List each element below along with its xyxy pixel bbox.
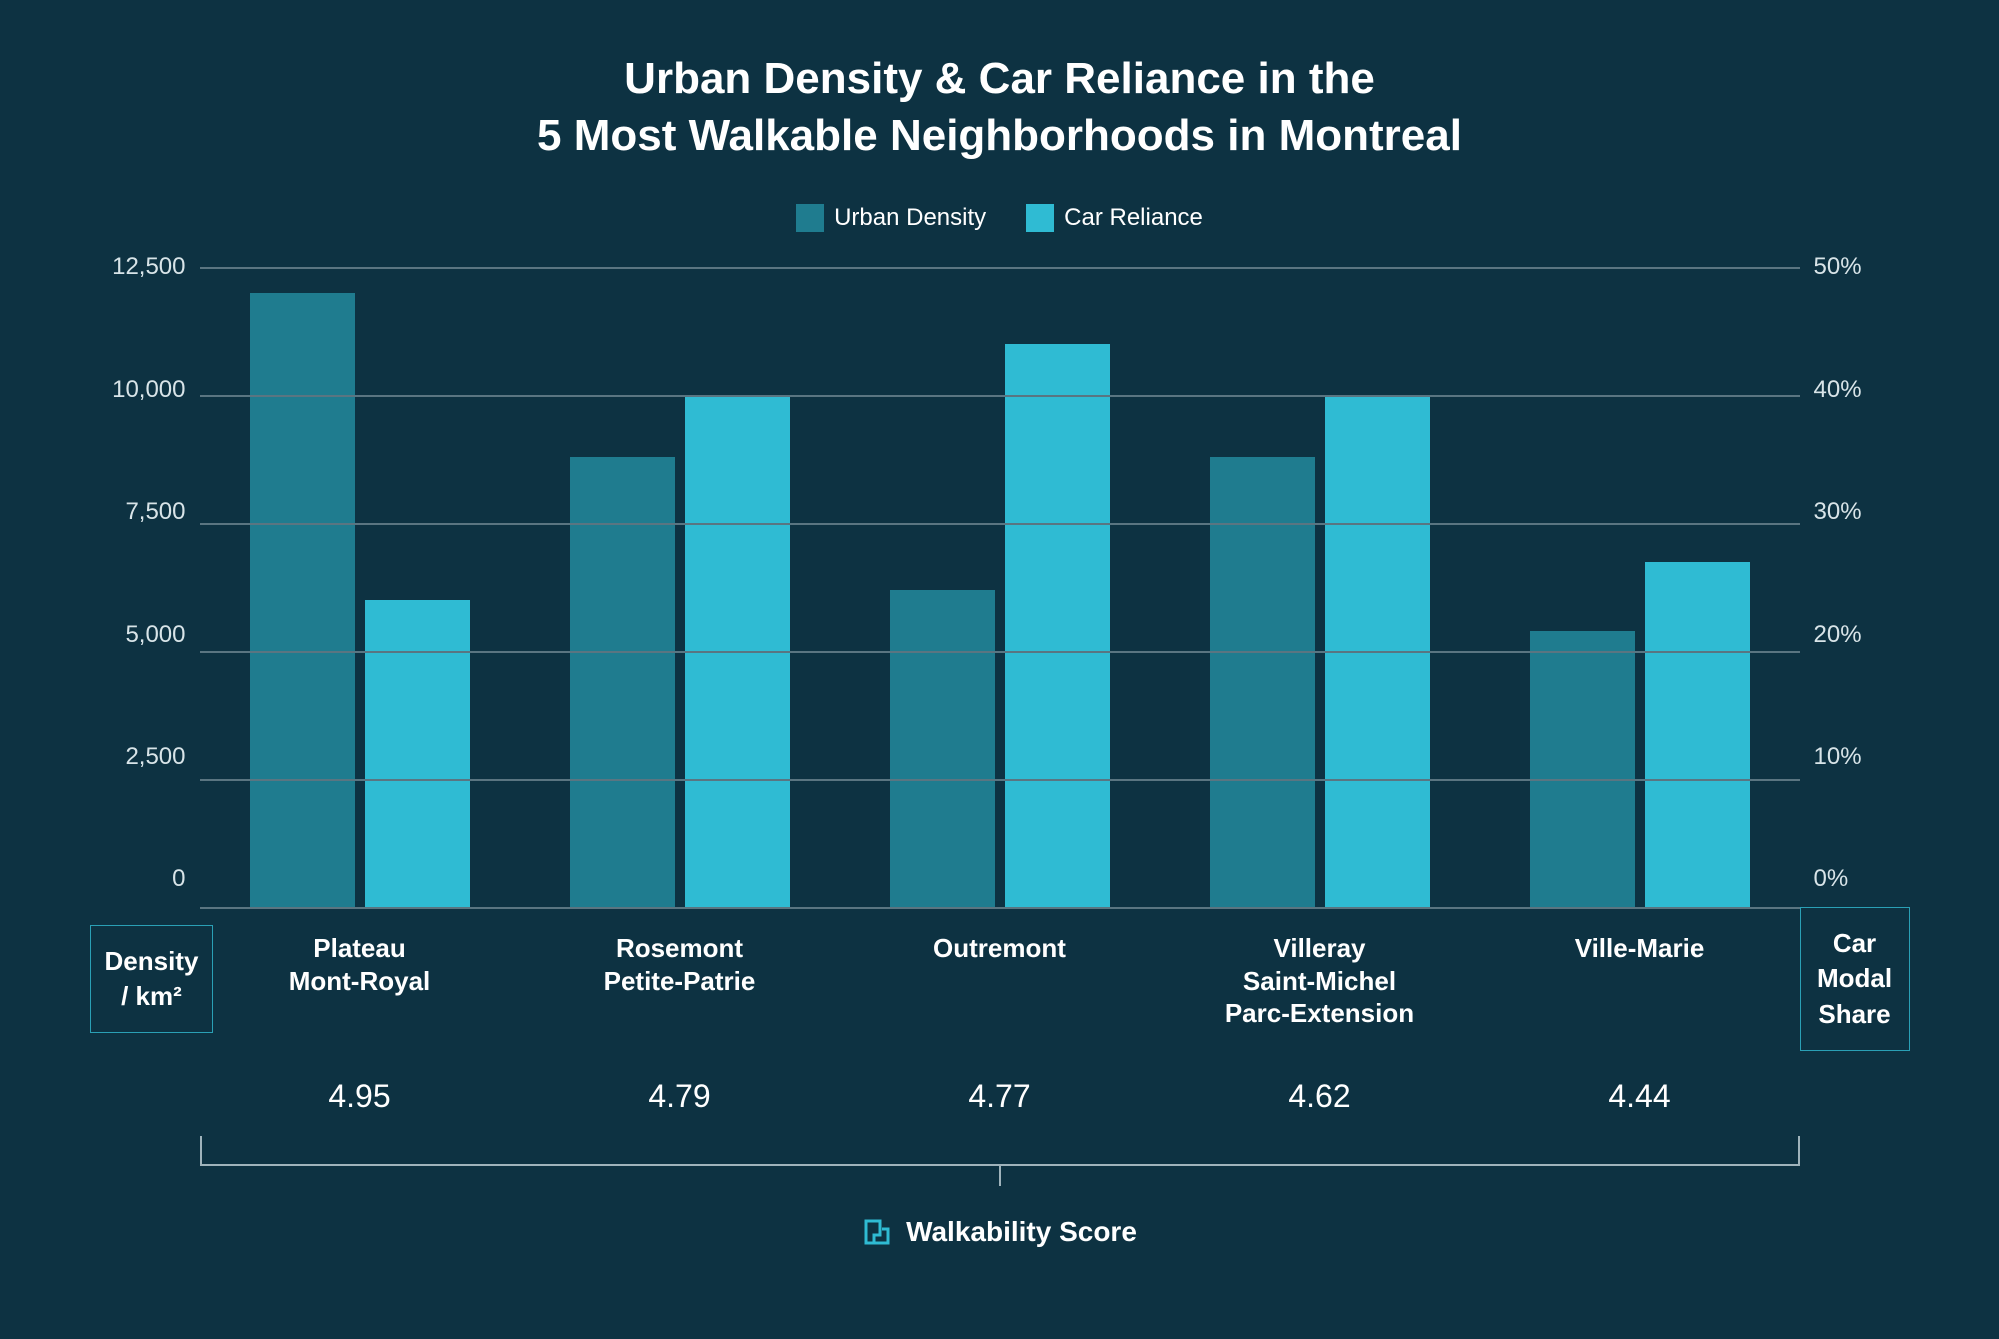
y-left-tick: 0 <box>90 865 186 893</box>
bars-container <box>200 267 1800 907</box>
legend-swatch-density <box>796 204 824 232</box>
y-right-tick: 50% <box>1814 253 1910 281</box>
score-value: 4.44 <box>1480 1051 1800 1116</box>
chart-title: Urban Density & Car Reliance in the 5 Mo… <box>60 50 1939 164</box>
bar-group <box>1160 267 1480 907</box>
score-value: 4.62 <box>1160 1051 1480 1116</box>
score-value: 4.95 <box>200 1051 520 1116</box>
bar-group <box>1480 267 1800 907</box>
y-left-tick: 10,000 <box>90 376 186 404</box>
y-right-tick: 0% <box>1814 865 1910 893</box>
score-value: 4.79 <box>520 1051 840 1116</box>
bar-group <box>840 267 1160 907</box>
density-bar <box>890 590 995 907</box>
bar-group <box>200 267 520 907</box>
legend-label-car: Car Reliance <box>1064 204 1203 232</box>
axis-right-title-1: Car Modal <box>1817 928 1892 993</box>
score-labels: 4.954.794.774.624.44 <box>200 1051 1800 1116</box>
score-row: 4.954.794.774.624.44 <box>90 1051 1910 1116</box>
axis-right-title-2: Share <box>1818 999 1890 1029</box>
walkability-icon <box>862 1217 892 1247</box>
y-right-tick: 40% <box>1814 376 1910 404</box>
bar-group <box>520 267 840 907</box>
y-left-tick: 2,500 <box>90 743 186 771</box>
axis-left-title-2: / km² <box>121 981 182 1011</box>
plot-area <box>200 267 1800 907</box>
density-bar <box>1530 631 1635 907</box>
y-axis-left: 12,50010,0007,5005,0002,5000 <box>90 267 200 907</box>
axis-left-title-box: Density / km² <box>90 907 200 1050</box>
footer-text: Walkability Score <box>906 1216 1137 1248</box>
gridline <box>200 267 1800 269</box>
score-value: 4.77 <box>840 1051 1160 1116</box>
y-left-tick: 5,000 <box>90 621 186 649</box>
category-label: Outremont <box>840 907 1160 1050</box>
legend: Urban Density Car Reliance <box>60 204 1939 232</box>
gridline <box>200 907 1800 909</box>
density-bar <box>250 293 355 907</box>
car-bar <box>1645 562 1750 908</box>
category-label: PlateauMont-Royal <box>200 907 520 1050</box>
legend-item-car: Car Reliance <box>1026 204 1203 232</box>
title-line2: 5 Most Walkable Neighborhoods in Montrea… <box>537 111 1462 160</box>
footer: Walkability Score <box>60 1216 1939 1248</box>
y-axis-right: 50%40%30%20%10%0% <box>1800 267 1910 907</box>
y-right-tick: 10% <box>1814 743 1910 771</box>
legend-label-density: Urban Density <box>834 204 986 232</box>
y-left-tick: 12,500 <box>90 253 186 281</box>
gridline <box>200 523 1800 525</box>
gridline <box>200 395 1800 397</box>
category-labels: PlateauMont-RoyalRosemontPetite-PatrieOu… <box>200 907 1800 1050</box>
car-bar <box>365 600 470 907</box>
score-bracket <box>200 1136 1800 1186</box>
x-axis-labels-row: Density / km² PlateauMont-RoyalRosemontP… <box>90 907 1910 1050</box>
category-label: Ville-Marie <box>1480 907 1800 1050</box>
legend-swatch-car <box>1026 204 1054 232</box>
title-line1: Urban Density & Car Reliance in the <box>624 54 1375 103</box>
category-label: VilleraySaint-MichelParc-Extension <box>1160 907 1480 1050</box>
category-label: RosemontPetite-Patrie <box>520 907 840 1050</box>
chart-area: 12,50010,0007,5005,0002,5000 50%40%30%20… <box>90 267 1910 907</box>
y-left-tick: 7,500 <box>90 498 186 526</box>
car-bar <box>1005 344 1110 907</box>
gridline <box>200 651 1800 653</box>
y-right-tick: 20% <box>1814 621 1910 649</box>
y-right-tick: 30% <box>1814 498 1910 526</box>
gridline <box>200 779 1800 781</box>
legend-item-density: Urban Density <box>796 204 986 232</box>
axis-left-title-1: Density <box>105 946 199 976</box>
axis-right-title-box: Car Modal Share <box>1800 907 1910 1050</box>
